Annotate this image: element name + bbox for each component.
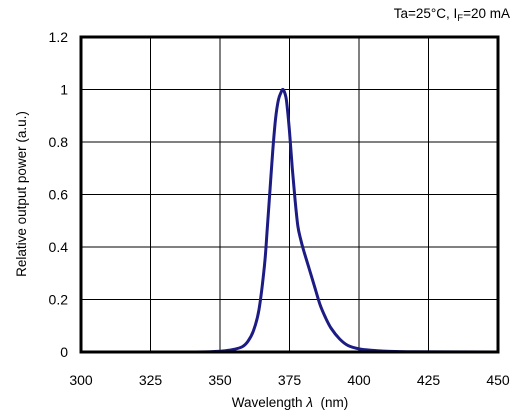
y-tick-labels: 0 0.2 0.4 0.6 0.8 1 1.2 bbox=[49, 29, 69, 360]
plot-frame bbox=[79, 35, 500, 354]
x-axis-title: Wavelength λ (nm) bbox=[232, 395, 348, 410]
y-tick-label: 0.2 bbox=[49, 292, 69, 308]
spectrum-line bbox=[79, 87, 500, 354]
y-tick-label: 1.2 bbox=[49, 29, 69, 45]
series-layer bbox=[79, 87, 500, 354]
y-tick-label: 0.6 bbox=[49, 187, 69, 203]
y-tick-label: 0.8 bbox=[49, 134, 69, 150]
y-tick-label: 1 bbox=[60, 82, 68, 98]
x-tick-labels: 300 325 350 375 400 425 450 bbox=[69, 372, 510, 388]
x-tick-label: 425 bbox=[417, 372, 441, 388]
x-tick-label: 400 bbox=[347, 372, 371, 388]
conditions-annotation: Ta=25°C, IF=20 mA bbox=[394, 6, 510, 24]
grid-lines bbox=[81, 37, 498, 352]
x-tick-label: 375 bbox=[278, 372, 302, 388]
x-tick-label: 325 bbox=[139, 372, 163, 388]
y-axis-title: Relative output power (a.u.) bbox=[14, 111, 29, 277]
y-tick-label: 0 bbox=[60, 344, 68, 360]
y-tick-label: 0.4 bbox=[49, 239, 69, 255]
x-tick-label: 450 bbox=[486, 372, 510, 388]
x-tick-label: 350 bbox=[208, 372, 232, 388]
x-tick-label: 300 bbox=[69, 372, 93, 388]
